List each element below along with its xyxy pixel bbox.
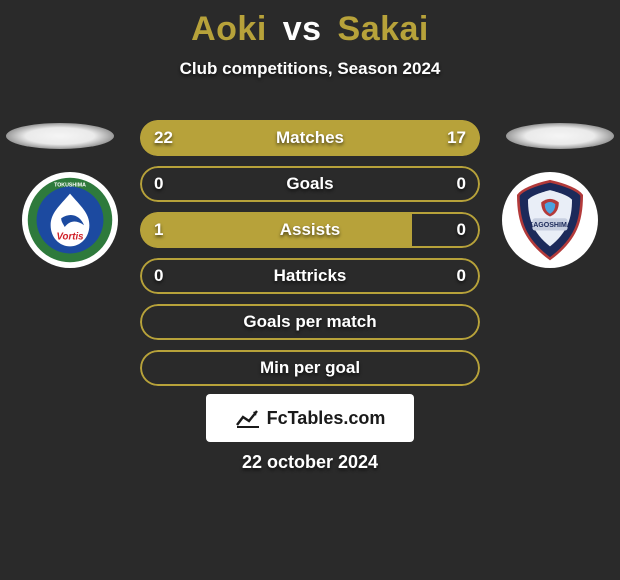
stat-label: Goals per match — [140, 304, 480, 340]
stat-value-left: 0 — [154, 258, 163, 294]
stat-value-left: 1 — [154, 212, 163, 248]
stat-value-right: 0 — [457, 212, 466, 248]
team-crest-left-icon: Vortis TOKUSHIMA — [26, 176, 114, 264]
team-badge-left: Vortis TOKUSHIMA — [22, 172, 118, 268]
svg-text:KAGOSHIMA: KAGOSHIMA — [528, 222, 572, 229]
stat-value-right: 0 — [457, 166, 466, 202]
fctables-logo-box: FcTables.com — [206, 394, 414, 442]
player-shadow-left — [6, 123, 114, 149]
stat-value-left: 0 — [154, 166, 163, 202]
stat-row: Hattricks0 0 — [140, 258, 480, 294]
stats-stack: Matches2217Goals00Assists10Hattricks00Go… — [140, 120, 480, 396]
stat-value-right: 0 — [457, 258, 466, 294]
stat-label: Goals — [140, 166, 480, 202]
stat-label: Min per goal — [140, 350, 480, 386]
fctables-logo-icon — [235, 407, 261, 429]
stat-row: Goals per match — [140, 304, 480, 340]
svg-text:Vortis: Vortis — [56, 231, 84, 242]
title-player1: Aoki — [191, 10, 267, 48]
subtitle: Club competitions, Season 2024 — [0, 59, 620, 79]
team-crest-right-icon: KAGOSHIMA — [506, 176, 594, 264]
stat-row: Assists1 0 — [140, 212, 480, 248]
stat-value-right: 17 — [447, 120, 466, 156]
stat-row: Goals0 0 — [140, 166, 480, 202]
svg-text:TOKUSHIMA: TOKUSHIMA — [54, 183, 86, 189]
stat-row: Min per goal — [140, 350, 480, 386]
title-vs: vs — [283, 10, 322, 48]
player-shadow-right — [506, 123, 614, 149]
page-title: Aoki vs Sakai — [0, 10, 620, 49]
stat-label: Assists — [140, 212, 480, 248]
infographic-root: Aoki vs Sakai Club competitions, Season … — [0, 0, 620, 580]
fctables-logo-text: FcTables.com — [267, 408, 386, 429]
stat-label: Hattricks — [140, 258, 480, 294]
date-text: 22 october 2024 — [0, 452, 620, 473]
title-player2: Sakai — [338, 10, 429, 48]
team-badge-right: KAGOSHIMA — [502, 172, 598, 268]
stat-row: Matches22 17 — [140, 120, 480, 156]
stat-value-left: 22 — [154, 120, 173, 156]
stat-label: Matches — [140, 120, 480, 156]
